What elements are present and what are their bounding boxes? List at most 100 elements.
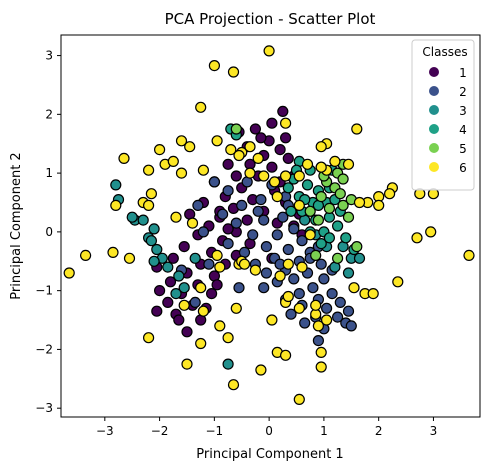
point-class-6 <box>312 320 324 332</box>
point-class-1 <box>167 252 179 264</box>
point-class-1 <box>277 105 289 118</box>
point-class-6 <box>197 305 209 317</box>
point-class-6 <box>310 299 322 311</box>
point-class-1 <box>222 158 234 170</box>
point-class-2 <box>208 176 220 188</box>
point-class-3 <box>148 255 160 267</box>
point-class-3 <box>189 252 201 264</box>
point-class-2 <box>334 296 346 308</box>
legend-marker-class-3 <box>429 105 439 115</box>
x-tick-label: 3 <box>430 424 438 438</box>
legend-marker-class-1 <box>429 67 439 77</box>
point-class-5 <box>312 214 324 226</box>
x-tick-label: 1 <box>320 424 328 438</box>
point-class-6 <box>211 135 223 147</box>
point-class-2 <box>217 208 229 220</box>
point-class-6 <box>107 246 119 258</box>
point-class-3 <box>126 211 138 223</box>
legend-label-class-2: 2 <box>459 85 467 99</box>
point-class-3 <box>222 358 234 370</box>
point-class-6 <box>258 170 270 182</box>
point-class-2 <box>332 311 344 323</box>
point-class-6 <box>425 226 437 238</box>
point-class-2 <box>271 229 283 241</box>
chart-title: PCA Projection - Scatter Plot <box>165 10 376 28</box>
point-class-4 <box>285 205 297 217</box>
point-class-1 <box>211 279 223 291</box>
point-class-1 <box>280 132 292 144</box>
point-class-6 <box>411 232 423 244</box>
x-tick-label: −1 <box>206 424 224 438</box>
y-tick-label: 0 <box>45 225 53 239</box>
x-tick-label: −3 <box>96 424 114 438</box>
point-class-3 <box>173 270 185 282</box>
point-class-2 <box>282 243 294 256</box>
point-class-6 <box>214 261 226 273</box>
point-class-1 <box>222 223 234 235</box>
point-class-6 <box>293 170 305 182</box>
point-class-6 <box>178 299 190 311</box>
point-class-6 <box>315 141 327 153</box>
point-class-6 <box>249 264 261 276</box>
point-class-2 <box>258 282 270 294</box>
point-class-2 <box>288 273 300 285</box>
point-class-6 <box>222 332 234 344</box>
point-class-6 <box>384 188 396 200</box>
point-class-2 <box>312 335 324 347</box>
y-axis-label: Principal Component 2 <box>9 152 24 299</box>
point-class-6 <box>227 66 240 78</box>
point-class-3 <box>353 252 366 264</box>
point-class-6 <box>329 155 341 167</box>
point-class-5 <box>337 199 349 211</box>
point-class-4 <box>323 232 335 244</box>
legend-marker-class-5 <box>429 143 439 153</box>
point-class-4 <box>315 238 327 250</box>
point-class-6 <box>392 276 404 288</box>
point-class-6 <box>315 161 327 173</box>
point-class-6 <box>143 332 155 344</box>
point-class-4 <box>301 179 314 191</box>
point-class-1 <box>249 123 261 135</box>
point-class-6 <box>244 167 256 179</box>
point-class-3 <box>170 288 182 300</box>
point-class-1 <box>241 214 253 226</box>
point-class-6 <box>255 364 267 376</box>
point-class-6 <box>367 288 379 300</box>
point-class-6 <box>244 141 256 153</box>
point-class-6 <box>184 141 196 153</box>
point-class-6 <box>315 361 327 373</box>
point-class-5 <box>315 191 327 203</box>
legend-box <box>411 39 475 191</box>
point-class-4 <box>340 232 352 244</box>
point-class-6 <box>214 320 226 332</box>
point-class-2 <box>288 223 300 235</box>
point-class-6 <box>321 314 333 326</box>
point-class-6 <box>154 144 166 156</box>
point-class-2 <box>326 288 338 300</box>
point-class-6 <box>208 59 220 72</box>
point-class-2 <box>299 317 311 329</box>
point-class-2 <box>258 214 270 226</box>
point-class-6 <box>373 199 385 211</box>
point-class-1 <box>266 117 278 129</box>
point-class-6 <box>175 135 188 147</box>
point-class-1 <box>255 132 267 144</box>
point-class-6 <box>110 199 122 211</box>
point-class-1 <box>230 170 242 182</box>
point-class-1 <box>173 314 185 326</box>
point-class-4 <box>332 220 344 232</box>
point-class-6 <box>315 346 327 358</box>
point-class-6 <box>280 170 292 182</box>
point-class-3 <box>137 214 149 226</box>
point-class-6 <box>238 258 251 270</box>
point-class-1 <box>151 305 163 317</box>
point-class-2 <box>230 217 242 229</box>
point-class-2 <box>277 211 289 223</box>
point-class-2 <box>192 199 204 211</box>
point-class-1 <box>274 144 286 156</box>
point-class-3 <box>148 223 160 235</box>
point-class-6 <box>342 158 355 170</box>
point-class-6 <box>123 252 136 264</box>
y-tick-label: 2 <box>45 107 53 121</box>
point-class-6 <box>143 164 155 176</box>
